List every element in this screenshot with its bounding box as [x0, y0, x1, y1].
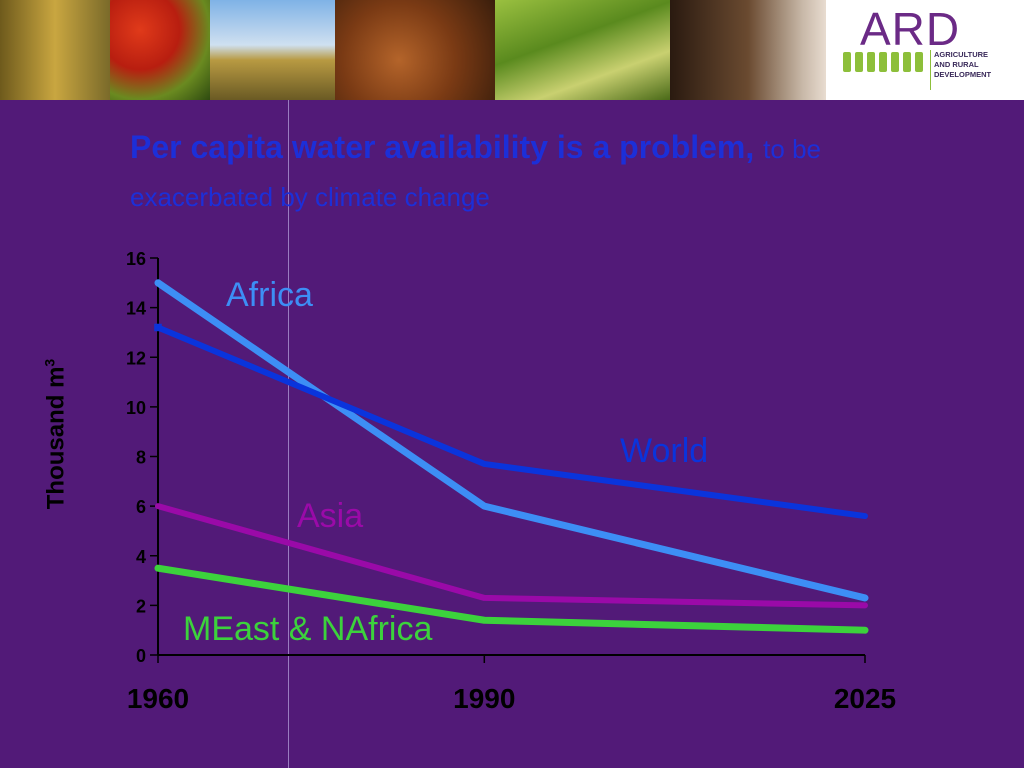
series-label: World	[620, 432, 708, 470]
series-line	[155, 324, 868, 520]
y-tick-label: 0	[136, 646, 146, 666]
series-point-marker	[154, 323, 162, 332]
slide-title: Per capita water availability is a probl…	[130, 124, 950, 220]
produce-photo	[110, 0, 210, 100]
logo-subtitle-line: AND RURAL	[934, 60, 979, 69]
series-label: MEast & NAfrica	[183, 610, 432, 648]
logo-subtitle-line: AGRICULTURE	[934, 50, 989, 59]
market-photo	[335, 0, 495, 100]
logo-figures	[843, 52, 923, 72]
y-tick-label: 8	[136, 448, 146, 468]
series-line	[155, 503, 868, 609]
series-label: Asia	[297, 497, 363, 535]
logo-divider	[930, 50, 931, 90]
x-tick-label: 1990	[453, 683, 515, 714]
decorative-vertical-rule	[288, 100, 289, 768]
y-tick-label: 16	[126, 249, 146, 269]
logo-subtitle: AGRICULTURE AND RURAL DEVELOPMENT	[934, 50, 991, 80]
y-tick-label: 12	[126, 348, 146, 368]
ard-logo: ARD AGRICULTURE AND RURAL DEVELOPMENT	[826, 0, 1024, 100]
x-tick-label: 1960	[127, 683, 189, 714]
fields-photo	[495, 0, 670, 100]
y-tick-label: 2	[136, 596, 146, 616]
x-tick-label: 2025	[834, 683, 896, 714]
series-line	[154, 564, 869, 634]
y-tick-label: 6	[136, 497, 146, 517]
slide-title-sub: to be exacerbated by climate change	[130, 134, 821, 212]
logo-subtitle-line: DEVELOPMENT	[934, 70, 992, 79]
series-label: Africa	[226, 276, 313, 314]
hands-photo	[670, 0, 826, 100]
header-photo-banner	[0, 0, 826, 100]
y-tick-label: 14	[126, 299, 146, 319]
series-line	[154, 279, 869, 602]
y-tick-label: 10	[126, 398, 146, 418]
y-tick-label: 4	[136, 547, 146, 567]
logo-wordmark: ARD	[860, 3, 961, 55]
grain-photo	[0, 0, 110, 100]
harvester-photo	[210, 0, 335, 100]
slide-title-main: Per capita water availability is a probl…	[130, 129, 755, 165]
